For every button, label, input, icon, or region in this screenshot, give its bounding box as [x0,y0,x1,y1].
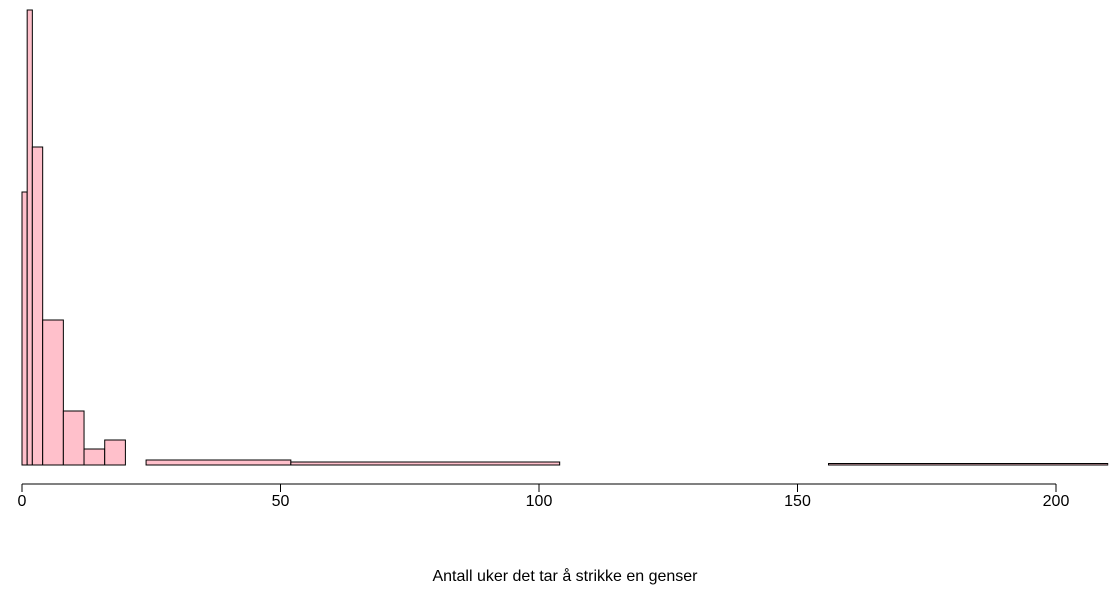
bar [31,146,44,466]
bar [828,463,1109,466]
bar [290,461,561,466]
bar [104,439,126,466]
bar [145,459,292,466]
bar [21,191,28,466]
bar [42,319,64,466]
x-tick-label: 150 [784,493,811,510]
bar [83,448,106,466]
x-tick-label: 100 [526,493,553,510]
x-tick-label: 50 [272,493,290,510]
x-tick-label: 0 [18,493,27,510]
x-tick-label: 200 [1043,493,1070,510]
bar [26,9,33,466]
bar [62,410,85,466]
x-axis-title: Antall uker det tar å strikke en genser [432,567,698,585]
